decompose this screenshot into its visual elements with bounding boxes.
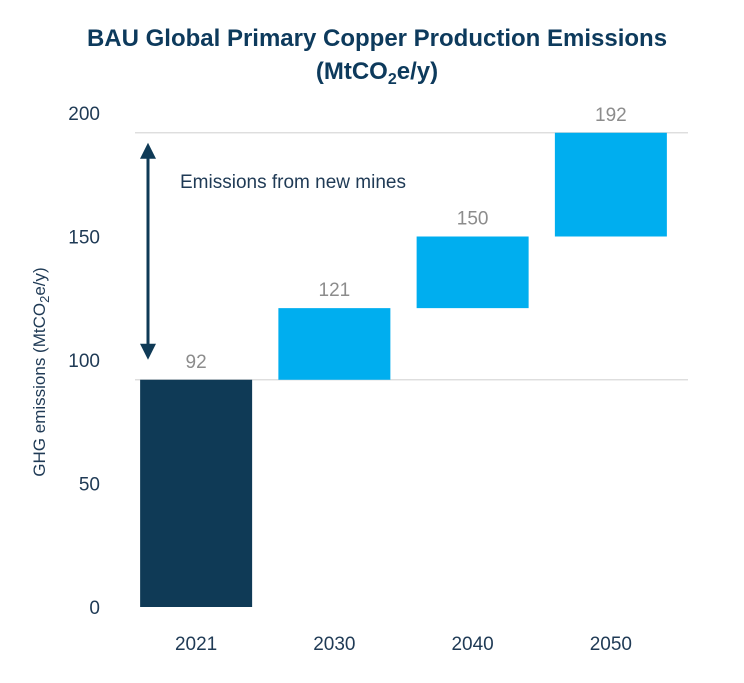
data-label-2030: 121 xyxy=(319,280,351,301)
x-tick-label: 2040 xyxy=(451,634,493,655)
x-tick-label: 2050 xyxy=(590,634,632,655)
x-tick-label: 2030 xyxy=(313,634,355,655)
y-tick-label: 50 xyxy=(79,475,100,496)
y-tick-label: 200 xyxy=(68,104,100,125)
data-label-2050: 192 xyxy=(595,105,627,126)
bar-2040 xyxy=(416,236,529,309)
data-labels: 92 121 150 192 xyxy=(186,105,627,373)
y-ticks: 0 50 100 150 200 xyxy=(68,104,100,619)
data-label-2021: 92 xyxy=(186,352,207,373)
x-ticks: 2021 2030 2040 2050 xyxy=(175,634,632,655)
annotation: Emissions from new mines xyxy=(140,142,406,360)
bar-2021 xyxy=(140,379,253,607)
chart-title: BAU Global Primary Copper Production Emi… xyxy=(87,25,667,52)
bar-2030 xyxy=(278,308,391,380)
arrow-head-up-icon xyxy=(140,142,156,159)
annotation-text: Emissions from new mines xyxy=(180,172,406,193)
arrow-head-down-icon xyxy=(140,343,156,360)
x-tick-label: 2021 xyxy=(175,634,217,655)
bar-2050 xyxy=(554,132,667,237)
y-axis-label: GHG emissions (MtCO2e/y) xyxy=(30,267,52,476)
data-label-2040: 150 xyxy=(457,209,489,230)
y-tick-label: 100 xyxy=(68,351,100,372)
chart-subtitle: (MtCO2e/y) xyxy=(316,58,438,88)
y-tick-label: 150 xyxy=(68,228,100,249)
bars xyxy=(140,132,667,607)
y-tick-label: 0 xyxy=(89,598,100,619)
